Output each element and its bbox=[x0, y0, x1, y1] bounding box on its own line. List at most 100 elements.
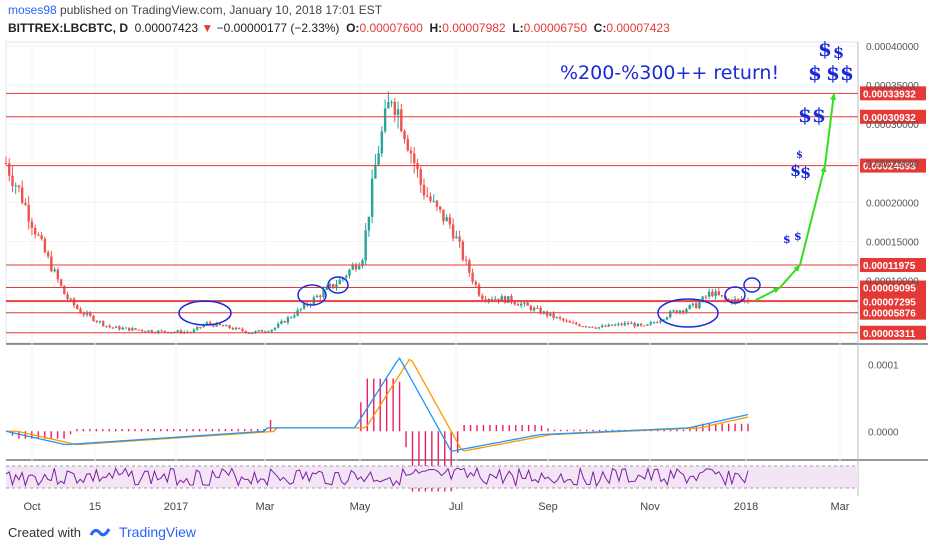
candle-body bbox=[526, 302, 529, 306]
candle-body bbox=[396, 109, 400, 115]
candle-body bbox=[354, 265, 358, 270]
candle-body bbox=[714, 291, 717, 297]
candle-body bbox=[393, 102, 397, 115]
highlight-circle bbox=[724, 286, 746, 304]
candle-body bbox=[202, 324, 205, 328]
candle-body bbox=[21, 187, 24, 203]
dollar-sign-icon: $ bbox=[798, 103, 812, 127]
y-tick-label: 0.00025000 bbox=[866, 159, 919, 170]
level-label: 0.00003311 bbox=[863, 329, 916, 340]
candle-body bbox=[8, 163, 11, 176]
y-tick-label: 0.00015000 bbox=[866, 237, 919, 248]
candle-body bbox=[361, 260, 364, 267]
rsi-line bbox=[5, 466, 749, 488]
candle-body bbox=[208, 322, 212, 325]
candle-body bbox=[646, 324, 649, 326]
candle-body bbox=[367, 216, 371, 231]
candle-body bbox=[406, 139, 409, 151]
horizontal-levels: 0.00033932 0.00030932 0.00024693 0.00011975… bbox=[6, 86, 926, 340]
candle-body bbox=[205, 322, 209, 325]
candle-body bbox=[555, 317, 559, 319]
macd-line bbox=[5, 357, 749, 453]
candle-body bbox=[626, 322, 630, 325]
candle-body bbox=[218, 323, 222, 326]
candle-body bbox=[283, 321, 286, 323]
level-label-bg bbox=[860, 280, 926, 295]
level-label: 0.00007295 bbox=[863, 298, 916, 309]
dollar-sign-icon: $ bbox=[783, 233, 791, 246]
candle-body bbox=[681, 310, 685, 313]
candle-body bbox=[322, 289, 325, 297]
candle-body bbox=[98, 321, 102, 323]
created-with-label: Created with bbox=[8, 524, 81, 540]
candle-body bbox=[578, 324, 581, 327]
candle-body bbox=[247, 332, 251, 334]
projection-arrow: $ $$ $$$$$ $$ $ $ bbox=[178, 37, 854, 328]
candle-body bbox=[14, 185, 17, 187]
y-tick-label: 0.00020000 bbox=[866, 198, 919, 209]
candle-body bbox=[422, 184, 426, 196]
candle-body bbox=[53, 269, 56, 272]
candle-body bbox=[37, 234, 40, 236]
level-label-bg bbox=[860, 109, 926, 124]
candle-body bbox=[241, 328, 244, 332]
candle-body bbox=[581, 326, 584, 328]
candle-body bbox=[315, 295, 319, 298]
candle-body bbox=[455, 236, 458, 239]
candle-body bbox=[659, 320, 662, 323]
candle-body bbox=[131, 328, 134, 331]
candle-body bbox=[727, 299, 730, 301]
candle-body bbox=[694, 303, 698, 309]
dollar-sign-icon: $ bbox=[800, 163, 811, 182]
x-tick-label: May bbox=[350, 501, 371, 513]
price-grid bbox=[5, 41, 928, 496]
dollar-sign-icon: $ bbox=[812, 103, 826, 127]
arrow-head bbox=[773, 287, 780, 294]
candle-body bbox=[510, 296, 513, 303]
candle-body bbox=[63, 285, 66, 295]
author-link[interactable]: moses98 bbox=[8, 3, 57, 17]
candle-body bbox=[458, 236, 461, 242]
arrow-head bbox=[793, 265, 800, 272]
candle-body bbox=[400, 109, 403, 132]
arrow-head bbox=[830, 93, 837, 100]
candle-body bbox=[325, 286, 328, 290]
close-label: C: bbox=[593, 21, 607, 35]
candle-body bbox=[387, 102, 390, 109]
candle-body bbox=[516, 304, 520, 306]
candle-body bbox=[231, 328, 235, 330]
candle-body bbox=[711, 291, 714, 297]
candle-body bbox=[607, 324, 610, 327]
candle-body bbox=[124, 327, 128, 329]
candle-body bbox=[348, 269, 351, 276]
candle-body bbox=[438, 206, 442, 210]
candle-body bbox=[604, 325, 607, 327]
candle-body bbox=[160, 330, 163, 332]
highlight-circle bbox=[297, 284, 327, 306]
x-tick-label: Oct bbox=[23, 501, 40, 513]
dollar-sign-icon: $ bbox=[826, 61, 840, 85]
y-tick-label: 0.00035000 bbox=[866, 81, 919, 92]
candle-body bbox=[704, 296, 708, 298]
candle-body bbox=[523, 302, 526, 304]
candle-body bbox=[545, 311, 549, 316]
candle-body bbox=[435, 200, 439, 207]
candle-body bbox=[597, 327, 601, 329]
candle-body bbox=[568, 321, 571, 323]
symbol-line: BITTREX:LBCBTC, D 0.00007423 ▼ −0.000001… bbox=[8, 21, 670, 35]
candle-body bbox=[445, 217, 448, 222]
candle-body bbox=[471, 272, 474, 282]
candle-body bbox=[678, 310, 682, 314]
candle-body bbox=[260, 330, 264, 332]
candle-body bbox=[536, 307, 539, 309]
candle-body bbox=[701, 296, 704, 302]
close-value: 0.00007423 bbox=[606, 21, 670, 35]
tradingview-brand[interactable]: TradingView bbox=[118, 524, 197, 540]
candle-body bbox=[270, 329, 273, 332]
x-tick-label: Jul bbox=[449, 501, 463, 513]
rsi-band bbox=[6, 466, 858, 488]
candle-body bbox=[140, 329, 144, 332]
dollar-sign-icon: $ bbox=[796, 150, 803, 161]
candle-body bbox=[620, 323, 623, 326]
